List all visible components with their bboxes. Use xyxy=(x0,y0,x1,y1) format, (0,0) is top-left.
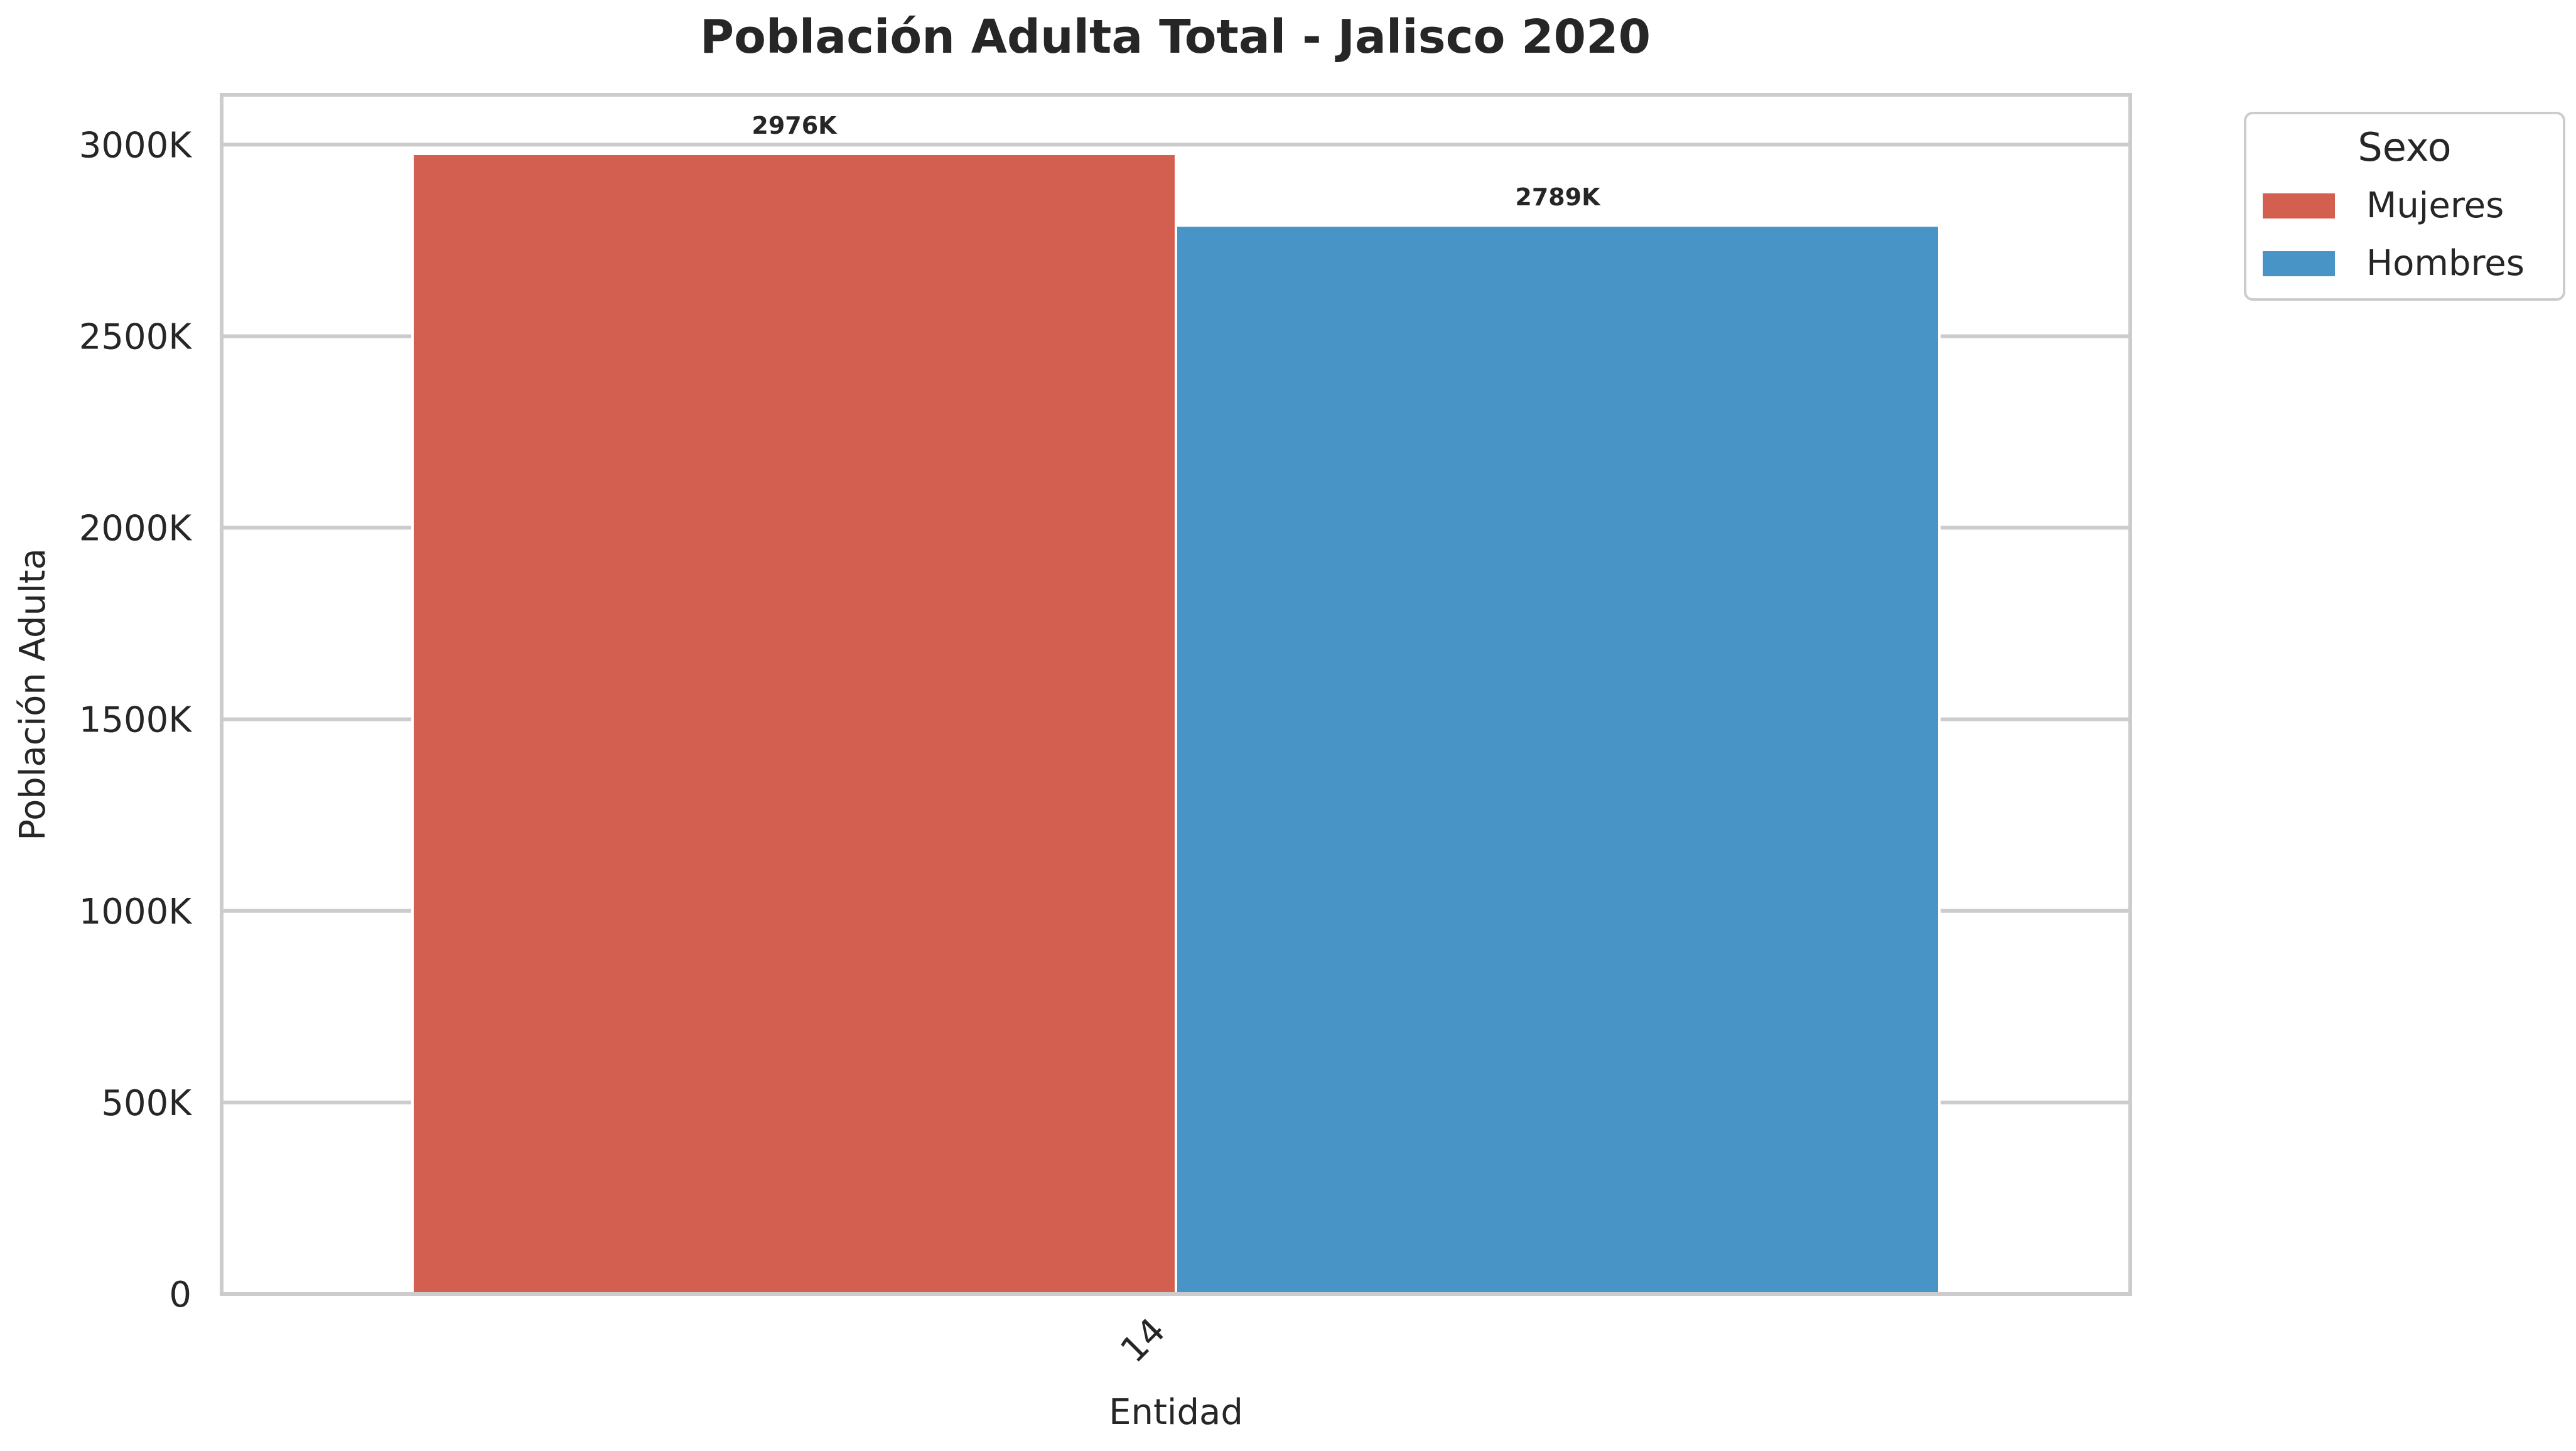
data-label-mujeres: 2976K xyxy=(752,112,838,139)
x-tick-label: 14 xyxy=(1113,1310,1173,1371)
y-tick-label: 2000K xyxy=(79,509,193,549)
legend-swatch-mujeres xyxy=(2263,193,2335,218)
y-tick-label: 1500K xyxy=(79,700,193,741)
bars xyxy=(411,152,1941,1295)
y-axis-ticks: 0 500K 1000K 1500K 2000K 2500K 3000K xyxy=(79,125,193,1315)
y-tick-label: 1000K xyxy=(79,892,193,932)
legend-title: Sexo xyxy=(2358,124,2451,170)
legend-label-mujeres: Mujeres xyxy=(2366,185,2504,226)
y-tick-label: 500K xyxy=(101,1083,192,1124)
chart-title: Población Adulta Total - Jalisco 2020 xyxy=(700,10,1651,64)
data-label-hombres: 2789K xyxy=(1515,183,1601,211)
bar-hombres xyxy=(1175,224,1941,1295)
data-labels: 2976K 2789K xyxy=(752,112,1601,211)
x-axis-label: Entidad xyxy=(1109,1392,1243,1433)
y-tick-label: 0 xyxy=(169,1275,191,1315)
y-tick-label: 2500K xyxy=(79,316,193,357)
y-axis-label: Población Adulta xyxy=(13,548,53,841)
legend-entries: Mujeres Hombres xyxy=(2263,185,2525,284)
plot-frame xyxy=(220,93,2132,1296)
y-tick-label: 3000K xyxy=(79,125,193,166)
bar-mujeres xyxy=(411,152,1177,1295)
legend-label-hombres: Hombres xyxy=(2366,243,2525,284)
x-axis-ticks: 14 xyxy=(1113,1310,1173,1371)
legend: Sexo Mujeres Hombres xyxy=(2244,112,2565,301)
legend-swatch-hombres xyxy=(2263,251,2335,276)
